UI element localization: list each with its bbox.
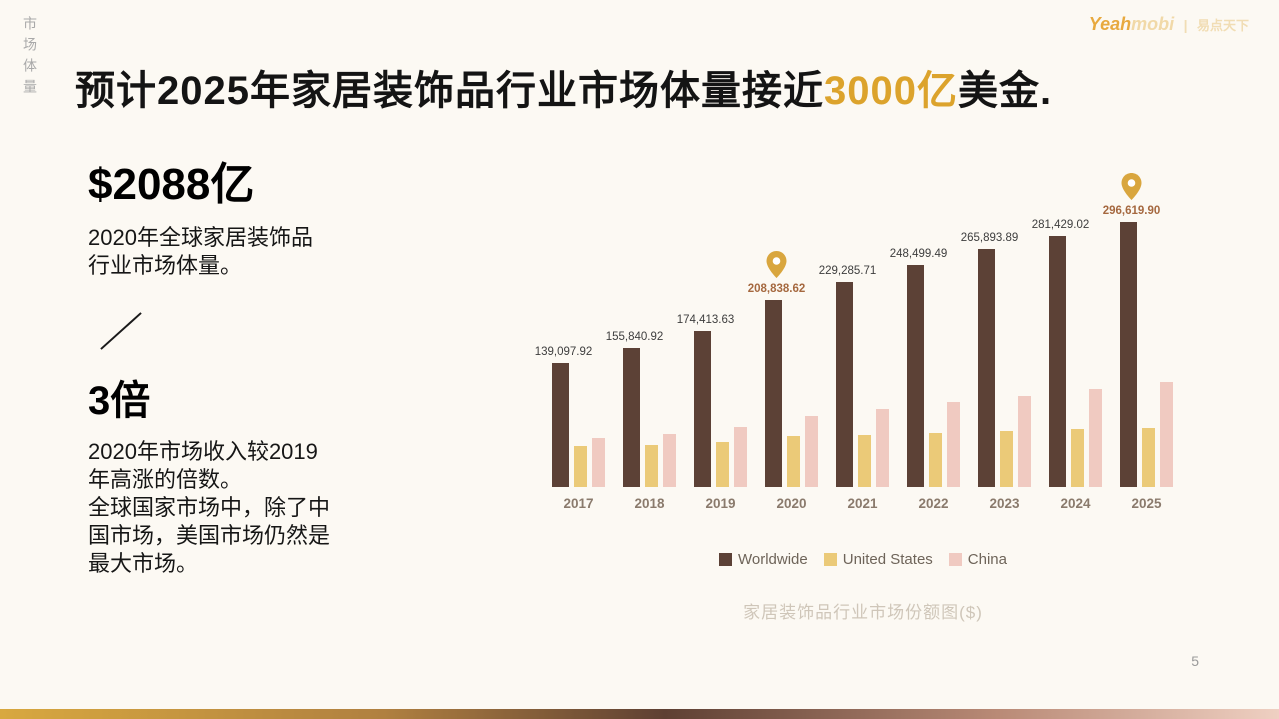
bar-united-states [858, 435, 871, 487]
bar-china [1160, 382, 1173, 487]
legend-label: China [967, 551, 1007, 568]
logo-mobi: mobi [1131, 14, 1175, 34]
bar-united-states [1071, 429, 1084, 487]
chart-group: 155,840.92 [606, 157, 685, 487]
chart-group: 174,413.63 [677, 157, 756, 487]
stat-market-size-desc: 2020年全球家居装饰品 行业市场体量。 [88, 225, 313, 278]
bar-china [876, 409, 889, 487]
logo-chinese-name: 易点天下 [1196, 18, 1249, 33]
legend-item: United States [823, 551, 933, 568]
bar-united-states [645, 445, 658, 487]
x-axis-label: 2025 [1131, 496, 1162, 511]
bar-cluster [1049, 236, 1102, 487]
bar-china [1018, 396, 1031, 487]
divider-slash [100, 312, 142, 350]
section-label: 市场体量 [22, 16, 38, 100]
stat-market-size-value: $2088亿 [88, 160, 255, 209]
logo-yeah: Yeah [1088, 14, 1132, 34]
bar-value-label: 155,840.92 [605, 331, 664, 343]
bar-value-label: 248,499.49 [889, 248, 948, 260]
chart-group: 229,285.71 [819, 157, 898, 487]
bar-value-label: 265,893.89 [960, 232, 1019, 244]
x-axis-label: 2017 [563, 496, 594, 511]
bar-china [663, 434, 676, 487]
location-pin-icon [1121, 173, 1142, 200]
bar-united-states [574, 446, 587, 487]
bar-china [947, 402, 960, 487]
chart-group: 296,619.90 [1103, 157, 1182, 487]
stat-growth-value: 3倍 [88, 379, 151, 423]
x-axis: 2017 2018 2019 2020 2021 2022 2023 2024 2025 [543, 496, 1183, 511]
bar-worldwide [694, 331, 711, 487]
bottom-gradient-bar [0, 709, 1279, 719]
bar-value-label: 174,413.63 [676, 314, 735, 326]
x-axis-label: 2024 [1060, 496, 1091, 511]
brand-logo: Yeahmobi | 易点天下 [1089, 14, 1249, 35]
bar-worldwide [836, 282, 853, 487]
bar-chart: 139,097.92 155,840.92 174,413.63 208,838.62… [535, 157, 1183, 623]
location-pin-icon [766, 251, 787, 278]
bar-worldwide [978, 249, 995, 487]
bar-cluster [978, 249, 1031, 487]
x-axis-label: 2018 [634, 496, 665, 511]
chart-plot: 139,097.92 155,840.92 174,413.63 208,838.62… [535, 157, 1183, 487]
title-highlight: 3000亿 [823, 69, 958, 113]
legend-swatch [823, 553, 837, 566]
legend-item: Worldwide [718, 551, 808, 568]
bar-worldwide [907, 265, 924, 487]
bar-worldwide [1049, 236, 1066, 487]
bar-china [805, 416, 818, 487]
bar-value-label: 296,619.90 [1102, 205, 1161, 217]
bar-cluster [1120, 222, 1173, 487]
stat-growth-desc: 2020年市场收入较2019 年高涨的倍数。 全球国家市场中，除了中 国市场，美… [88, 439, 331, 576]
logo-divider: | [1183, 17, 1188, 33]
page-title: 预计2025年家居装饰品行业市场体量接近3000亿美金. [75, 58, 1052, 116]
x-axis-label: 2023 [989, 496, 1020, 511]
bar-worldwide [765, 300, 782, 487]
bar-united-states [1142, 428, 1155, 487]
bar-china [592, 438, 605, 487]
title-suffix: 美金. [957, 69, 1053, 113]
x-axis-label: 2019 [705, 496, 736, 511]
bar-worldwide [1120, 222, 1137, 487]
legend-label: Worldwide [737, 551, 808, 568]
page-number: 5 [1191, 653, 1199, 669]
bar-worldwide [552, 363, 569, 487]
bar-worldwide [623, 348, 640, 487]
chart-group: 208,838.62 [748, 157, 827, 487]
bar-cluster [694, 331, 747, 487]
bar-united-states [787, 436, 800, 487]
legend-swatch [948, 553, 962, 566]
bar-china [1089, 389, 1102, 487]
x-axis-label: 2021 [847, 496, 878, 511]
bar-united-states [716, 442, 729, 487]
stat-market-size: $2088亿 2020年全球家居装饰品 行业市场体量。 [88, 148, 378, 280]
chart-legend: Worldwide United States China [543, 551, 1183, 568]
stat-growth: 3倍 2020年市场收入较2019 年高涨的倍数。 全球国家市场中，除了中 国市… [88, 368, 388, 578]
bar-cluster [836, 282, 889, 487]
legend-swatch [718, 553, 732, 566]
chart-group: 248,499.49 [890, 157, 969, 487]
bar-value-label: 208,838.62 [747, 283, 806, 295]
bar-cluster [552, 363, 605, 487]
x-axis-label: 2020 [776, 496, 807, 511]
bar-cluster [907, 265, 960, 487]
title-prefix: 预计2025年家居装饰品行业市场体量接近 [75, 69, 824, 113]
bar-cluster [623, 348, 676, 487]
chart-caption: 家居装饰品行业市场份额图($) [743, 603, 983, 622]
bar-cluster [765, 300, 818, 487]
legend-item: China [948, 551, 1007, 568]
bar-value-label: 281,429.02 [1031, 219, 1090, 231]
bar-value-label: 139,097.92 [534, 346, 593, 358]
bar-value-label: 229,285.71 [818, 265, 877, 277]
x-axis-label: 2022 [918, 496, 949, 511]
bar-china [734, 427, 747, 487]
chart-group: 281,429.02 [1032, 157, 1111, 487]
chart-group: 265,893.89 [961, 157, 1040, 487]
chart-group: 139,097.92 [535, 157, 614, 487]
legend-label: United States [842, 551, 933, 568]
bar-united-states [929, 433, 942, 487]
bar-united-states [1000, 431, 1013, 487]
